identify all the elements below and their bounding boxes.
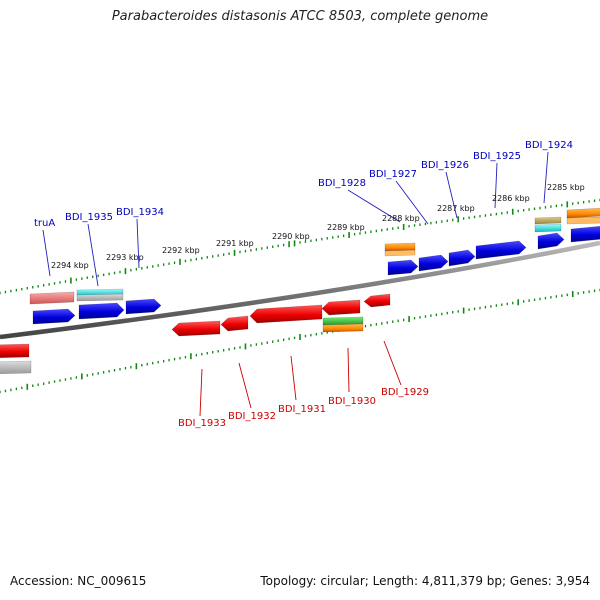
rna-feature[interactable] bbox=[566, 207, 600, 219]
rna-feature[interactable] bbox=[29, 291, 75, 305]
genome-title: Parabacteroides distasonis ATCC 8503, co… bbox=[111, 9, 489, 24]
cds-forward[interactable] bbox=[387, 259, 419, 276]
outer-tick-ring bbox=[0, 198, 600, 295]
leader-line bbox=[445, 171, 458, 219]
accession-text: Accession: NC_009615 bbox=[10, 574, 147, 588]
gene-label-BDI_1935[interactable]: BDI_1935 bbox=[65, 212, 113, 223]
cds-forward[interactable] bbox=[475, 240, 527, 260]
gene-label-BDI_1933[interactable]: BDI_1933 bbox=[178, 418, 226, 429]
kbp-label: 2291 kbp bbox=[216, 239, 254, 248]
cds-reverse[interactable] bbox=[321, 299, 361, 316]
cds-forward[interactable] bbox=[418, 254, 449, 272]
kbp-label: 2287 kbp bbox=[437, 204, 475, 213]
gene-label-BDI_1929[interactable]: BDI_1929 bbox=[381, 387, 429, 398]
misc-feature[interactable] bbox=[0, 360, 32, 375]
cds-forward[interactable] bbox=[32, 308, 76, 325]
cds-forward[interactable] bbox=[537, 232, 565, 250]
gene-label-BDI_1925[interactable]: BDI_1925 bbox=[473, 151, 521, 162]
kbp-label: 2294 kbp bbox=[51, 261, 89, 270]
gene-label-truA[interactable]: truA bbox=[34, 218, 55, 229]
gene-label-BDI_1926[interactable]: BDI_1926 bbox=[421, 160, 469, 171]
cds-reverse[interactable] bbox=[249, 304, 323, 324]
leader-line bbox=[87, 223, 99, 287]
cds-reverse[interactable] bbox=[220, 315, 249, 332]
cds-forward[interactable] bbox=[125, 298, 162, 315]
cds-forward[interactable] bbox=[570, 225, 600, 243]
cds-reverse[interactable] bbox=[0, 343, 30, 359]
rna-feature[interactable] bbox=[322, 316, 364, 326]
inner-tick-ring bbox=[0, 288, 600, 394]
kbp-label: 2293 kbp bbox=[106, 253, 144, 262]
rna-feature[interactable] bbox=[384, 242, 416, 252]
cds-reverse[interactable] bbox=[363, 293, 391, 308]
genome-summary-text: Topology: circular; Length: 4,811,379 bp… bbox=[260, 574, 590, 588]
rna-feature[interactable] bbox=[384, 249, 416, 257]
leader-line bbox=[494, 162, 498, 209]
leader-line bbox=[199, 368, 203, 417]
gene-label-BDI_1932[interactable]: BDI_1932 bbox=[228, 411, 276, 422]
misc-feature[interactable] bbox=[534, 216, 562, 225]
kbp-label: 2292 kbp bbox=[162, 246, 200, 255]
leader-line bbox=[238, 362, 252, 409]
rna-feature[interactable] bbox=[322, 323, 364, 333]
cds-forward[interactable] bbox=[78, 302, 125, 320]
leader-line bbox=[543, 151, 549, 204]
leader-line bbox=[136, 218, 140, 269]
kbp-label: 2286 kbp bbox=[492, 194, 530, 203]
genome-backbone bbox=[0, 240, 600, 340]
gene-label-BDI_1924[interactable]: BDI_1924 bbox=[525, 140, 573, 151]
gene-label-BDI_1928[interactable]: BDI_1928 bbox=[318, 178, 366, 189]
gene-label-BDI_1930[interactable]: BDI_1930 bbox=[328, 396, 376, 407]
gene-label-BDI_1934[interactable]: BDI_1934 bbox=[116, 207, 164, 218]
cds-reverse[interactable] bbox=[171, 320, 221, 337]
leader-line bbox=[347, 189, 401, 223]
leader-line bbox=[395, 180, 429, 225]
leader-line bbox=[42, 229, 51, 277]
feature-tracks bbox=[0, 207, 600, 375]
leader-line bbox=[290, 355, 297, 401]
kbp-label: 2290 kbp bbox=[272, 232, 310, 241]
gene-label-BDI_1927[interactable]: BDI_1927 bbox=[369, 169, 417, 180]
kbp-label: 2288 kbp bbox=[382, 214, 420, 223]
label-leader-lines bbox=[42, 151, 549, 417]
cds-forward[interactable] bbox=[448, 249, 476, 267]
leader-line bbox=[347, 347, 350, 393]
leader-line bbox=[383, 340, 402, 386]
gene-label-BDI_1931[interactable]: BDI_1931 bbox=[278, 404, 326, 415]
rna-feature[interactable] bbox=[566, 216, 600, 225]
rna-feature[interactable] bbox=[534, 223, 562, 233]
kbp-label: 2285 kbp bbox=[547, 183, 585, 192]
misc-feature[interactable] bbox=[76, 293, 124, 302]
kbp-label: 2289 kbp bbox=[327, 223, 365, 232]
